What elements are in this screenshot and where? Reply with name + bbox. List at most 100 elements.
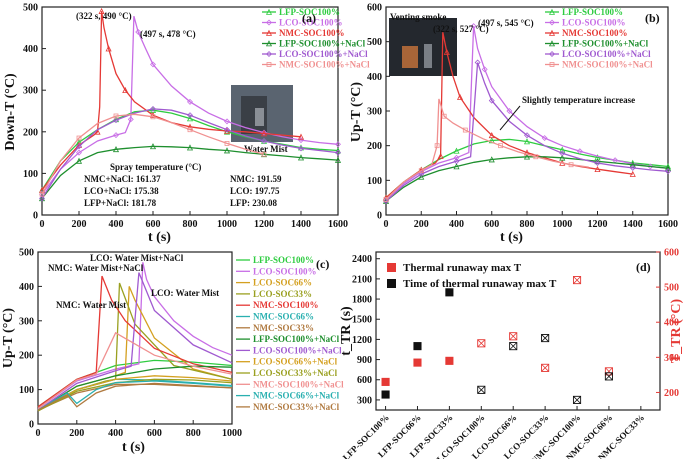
series-point [150,114,156,120]
series-point [94,128,101,135]
legend-marker-tr-max-t [387,263,396,272]
legend-label: LFP-SOC100%+NaCl [562,39,649,49]
xtick-label: 200 [69,428,84,439]
xtick-label: 1200 [588,219,608,230]
series-point [186,115,194,122]
legend-label: NMC-SOC100%+NaCl [253,379,344,389]
series-point [453,154,460,161]
legend-label: NMC-SOC66% [253,312,314,322]
legend-label: NMC-SOC33% [253,323,314,333]
panel-b-ylabel: Up-T (°C) [349,82,364,143]
series-point [150,61,156,68]
tr-time-point [445,288,454,297]
legend-label-tr-max-t: Thermal runaway max T [403,262,522,274]
tr-time-point [477,385,486,394]
tr-max-t-point [604,367,613,376]
series-point [105,45,112,52]
series-point [113,132,119,139]
ytick-label: 500 [23,3,38,14]
panel-b-peak-nmc: (322 s, 527 °C) [433,24,489,34]
series-point [418,168,424,174]
legend-label: LFP-SOC100%+NaCl [253,334,340,344]
xtick-label: 400 [449,219,464,230]
xtick-label: 1200 [254,219,274,230]
ytick-label: 100 [19,385,34,396]
series-point [224,126,230,133]
series-point [506,108,513,114]
series-point [261,129,267,136]
xtick-label: 1600 [328,219,348,230]
panel-d-ylabel-right: T_TR (°C) [669,299,684,364]
series-point [559,150,566,157]
legend-label: LCO-SOC66% [253,278,312,288]
marker-cross [509,332,518,341]
series-point [568,162,574,168]
ytick-label: 400 [19,282,34,293]
series-nmc-soc100-nacl-line [37,331,233,410]
legend-marker-time-max-t [387,279,396,288]
ytick-right-label: 300 [664,353,679,364]
series-point [187,112,193,119]
series-lco-soc100--line [385,25,669,200]
xtick-label: 800 [186,428,201,439]
series-point [261,137,267,144]
panel-c-lco-wm-nacl: LCO: Water Mist+NaCl [90,253,184,263]
panel-b-arrow [499,105,521,131]
series-point [122,86,129,93]
xtick-label: 200 [414,219,429,230]
series-lco-soc100-nacl-line [385,62,669,202]
panel-d-label: (d) [636,260,651,274]
series-point [541,135,548,142]
series-point [629,161,636,168]
xtick-label: 600 [147,428,162,439]
tr-time-point [572,395,582,404]
spray-temp-nmc: NMC: 191.59 [230,174,282,184]
xtick-label: 800 [183,219,198,230]
panel-d-legend: Thermal runaway max T Time of thermal ru… [387,262,557,290]
series-point [474,59,481,66]
series-point [594,154,601,161]
legend-marker [549,19,555,26]
series-point [127,116,134,123]
legend-label: NMC-SOC100% [253,300,319,310]
ytick-label: 300 [19,316,34,327]
ytick-label: 100 [23,169,38,180]
series-nmc-soc100--line [37,275,233,408]
xtick-label: 400 [108,428,123,439]
series-point [453,158,460,165]
marker-cross [573,396,581,404]
panel-d: 300 600 900 1200 1500 1800 2100 2400 200 300 400 50… [339,248,684,459]
tr-max-t-point [477,339,486,348]
xtick-label: 400 [109,219,124,230]
marker-cross [541,363,550,372]
series-point [594,165,601,173]
ytick-label: 300 [367,107,382,118]
panel-a-peak-lco: (497 s, 478 °C) [140,29,196,39]
ytick-label: 300 [23,86,38,97]
ytick-label: 400 [23,44,38,55]
series-point [434,143,440,149]
xtick-label: 1400 [623,219,643,230]
series-nmc-soc33-nacl-line [37,382,233,411]
series-point [594,160,601,166]
series-point [524,132,530,139]
panel-a-xlabel: t (s) [148,230,171,245]
marker-cross [477,385,486,394]
legend-label: LCO-SOC100%+NaCl [562,49,651,59]
series-point [462,127,468,133]
ytick-label: 300 [357,395,372,406]
series-point [260,130,268,137]
series-lfp-soc100-nacl-line [37,365,233,411]
series-point [224,141,230,146]
series-point [533,154,539,160]
panel-b-photo-flame [402,46,418,68]
tr-max-t-point [445,356,454,365]
spray-temp-title: Spray temperature (°C) [110,162,201,172]
series-point [75,157,83,164]
series-point [334,156,342,163]
panel-c-ylabel: Up-T (°C) [1,308,16,369]
series-point [149,143,157,150]
legend-label: LFP-SOC100% [562,7,623,17]
legend-marker [266,51,272,57]
